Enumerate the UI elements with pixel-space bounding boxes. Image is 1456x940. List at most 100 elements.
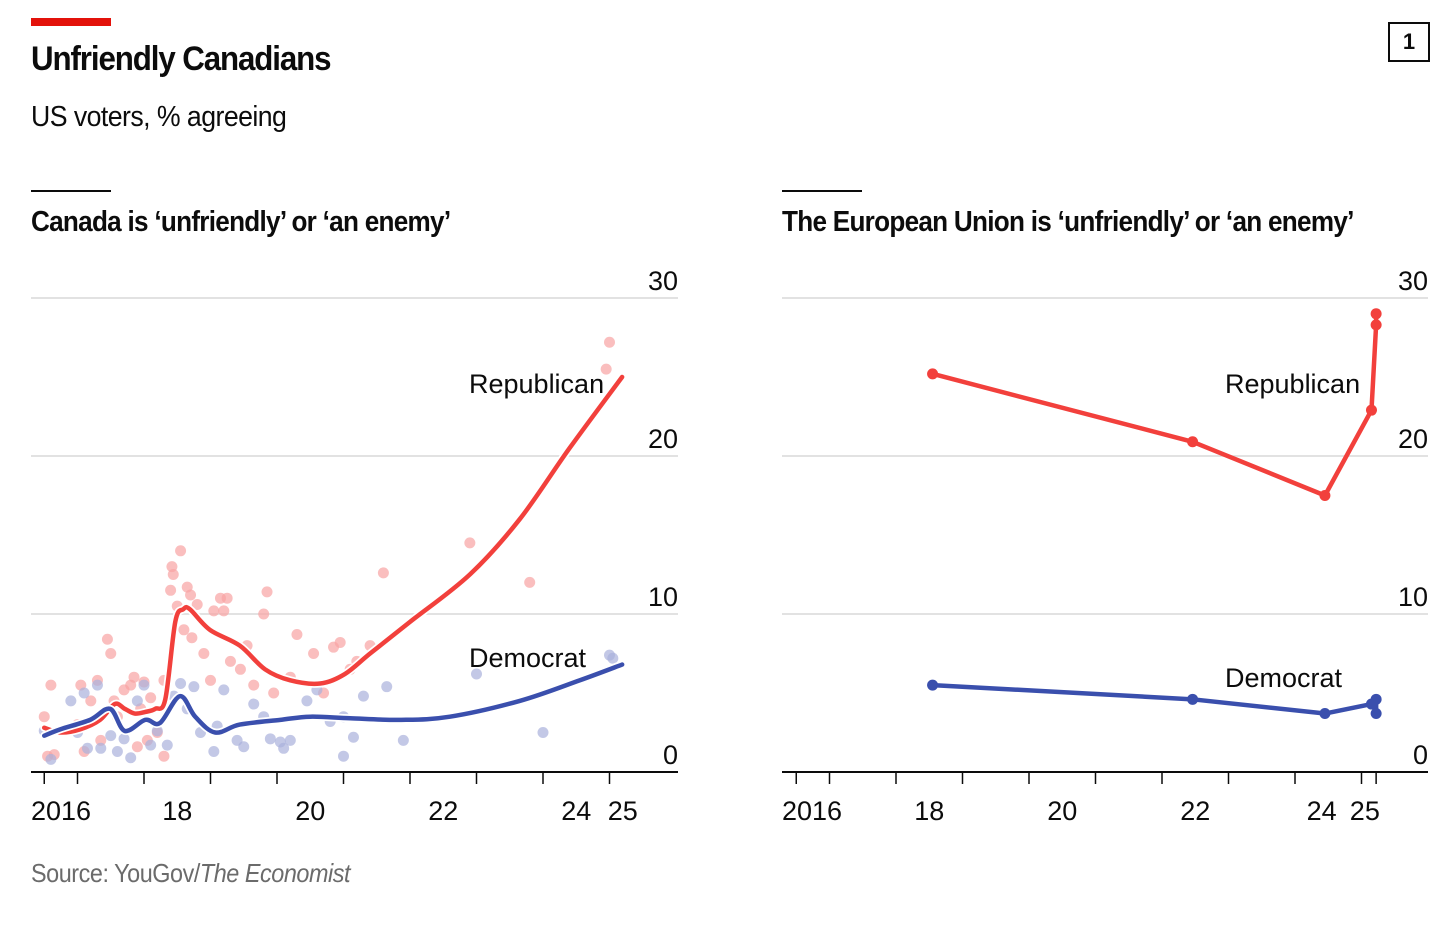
republican-poll-point bbox=[95, 734, 107, 746]
republican-poll-point bbox=[604, 336, 615, 348]
republican-poll-point bbox=[198, 648, 210, 659]
chart-subtitle: US voters, % agreeing bbox=[31, 101, 287, 133]
republican-poll-point bbox=[221, 592, 233, 604]
source-publication: The Economist bbox=[199, 858, 351, 888]
republican-point bbox=[1319, 490, 1331, 501]
republican-poll-point bbox=[208, 605, 220, 617]
panel-rule-right bbox=[782, 190, 862, 192]
page-number-badge: 1 bbox=[1388, 22, 1430, 62]
republican-poll-point bbox=[131, 741, 143, 753]
republican-poll-point bbox=[45, 679, 57, 691]
democrat-poll-point bbox=[95, 742, 107, 754]
republican-series-label: Republican bbox=[1225, 369, 1360, 399]
democrat-poll-point bbox=[125, 752, 137, 764]
republican-poll-point bbox=[218, 605, 230, 617]
democrat-poll-point bbox=[118, 733, 130, 745]
democrat-point bbox=[927, 679, 939, 691]
democrat-poll-point bbox=[381, 681, 393, 693]
x-tick-label: 22 bbox=[1180, 796, 1210, 826]
republican-poll-point bbox=[167, 569, 179, 580]
republican-poll-point bbox=[178, 624, 190, 636]
x-tick-label: 24 bbox=[561, 796, 591, 826]
democrat-poll-point bbox=[105, 730, 117, 742]
y-tick-label: 20 bbox=[648, 424, 678, 454]
republican-line bbox=[932, 313, 1379, 498]
republican-poll-point bbox=[101, 633, 113, 645]
democrat-poll-point bbox=[347, 731, 359, 743]
republican-point bbox=[1370, 319, 1382, 331]
republican-poll-point bbox=[38, 711, 50, 723]
democrat-poll-point bbox=[131, 695, 143, 707]
republican-poll-point bbox=[261, 586, 273, 598]
republican-poll-point bbox=[191, 599, 203, 611]
y-tick-label: 0 bbox=[1413, 740, 1428, 770]
panel-eu: 0 10 20 30 2016 18 20 22 24 25 Republican Democrat bbox=[782, 266, 1428, 826]
republican-poll-point bbox=[600, 363, 612, 375]
republican-poll-point bbox=[248, 679, 260, 691]
republican-poll-point bbox=[268, 687, 280, 699]
panel-title-canada: Canada is ‘unfriendly’ or ‘an enemy’ bbox=[31, 206, 451, 238]
republican-poll-point bbox=[85, 695, 97, 707]
democrat-poll-point bbox=[607, 652, 619, 664]
democrat-poll-point bbox=[91, 679, 103, 691]
democrat-poll-point bbox=[151, 725, 163, 737]
panel-rule-left bbox=[31, 190, 111, 192]
republican-poll-point bbox=[165, 584, 177, 596]
democrat-point bbox=[1187, 693, 1199, 705]
republican-poll-point bbox=[105, 648, 117, 659]
democrat-poll-point bbox=[45, 753, 57, 765]
x-tick-label: 25 bbox=[608, 796, 638, 826]
democrat-poll-point bbox=[248, 698, 260, 710]
democrat-poll-point bbox=[175, 678, 187, 690]
x-tick-label: 24 bbox=[1307, 796, 1337, 826]
republican-poll-point bbox=[308, 648, 320, 659]
democrat-poll-point bbox=[284, 734, 296, 746]
republican-poll-point bbox=[258, 608, 270, 620]
democrat-poll-point bbox=[218, 684, 230, 696]
democrat-poll-point bbox=[65, 695, 77, 707]
y-tick-label: 10 bbox=[648, 582, 678, 612]
x-tick-label: 2016 bbox=[782, 796, 842, 826]
chart-title: Unfriendly Canadians bbox=[31, 40, 332, 78]
democrat-poll-point bbox=[537, 727, 549, 738]
democrat-poll-point bbox=[264, 733, 276, 745]
democrat-point bbox=[1319, 708, 1331, 720]
democrat-point bbox=[1370, 693, 1382, 705]
democrat-poll-point bbox=[81, 742, 93, 754]
accent-bar bbox=[31, 18, 111, 26]
democrat-series-label: Democrat bbox=[1225, 663, 1343, 693]
republican-point bbox=[1187, 436, 1199, 448]
democrat-poll-point bbox=[208, 745, 220, 757]
republican-poll-point bbox=[186, 632, 198, 644]
x-tick-label: 25 bbox=[1350, 796, 1380, 826]
republican-poll-point bbox=[185, 589, 197, 601]
source-note: Source: YouGov/The Economist bbox=[31, 858, 351, 889]
republican-point bbox=[927, 368, 939, 380]
republican-poll-point bbox=[291, 629, 303, 641]
republican-poll-point bbox=[128, 671, 140, 683]
republican-poll-point bbox=[158, 750, 170, 762]
democrat-poll-point bbox=[397, 734, 409, 746]
democrat-poll-point bbox=[188, 681, 200, 693]
republican-poll-point bbox=[205, 674, 216, 686]
democrat-trend-line bbox=[42, 662, 625, 738]
democrat-poll-point bbox=[357, 690, 369, 702]
democrat-poll-point bbox=[145, 739, 157, 751]
republican-trend-line bbox=[42, 374, 625, 735]
democrat-poll-point bbox=[238, 741, 250, 753]
x-tick-label: 22 bbox=[428, 796, 458, 826]
republican-poll-point bbox=[224, 655, 236, 667]
republican-point bbox=[1370, 308, 1382, 320]
y-tick-label: 30 bbox=[1398, 266, 1428, 296]
panel-title-eu: The European Union is ‘unfriendly’ or ‘a… bbox=[782, 206, 1354, 238]
panel-canada: 0 10 20 30 2016 18 20 22 24 25 Republican Democrat bbox=[31, 266, 678, 826]
y-tick-label: 0 bbox=[663, 740, 678, 770]
y-tick-label: 30 bbox=[648, 266, 678, 296]
democrat-series-label: Democrat bbox=[469, 643, 587, 673]
x-tick-label: 18 bbox=[162, 796, 192, 826]
democrat-poll-point bbox=[301, 695, 313, 707]
democrat-poll-point bbox=[471, 668, 482, 680]
x-tick-label: 2016 bbox=[31, 796, 91, 826]
republican-poll-point bbox=[464, 537, 476, 549]
republican-poll-point bbox=[524, 576, 536, 588]
